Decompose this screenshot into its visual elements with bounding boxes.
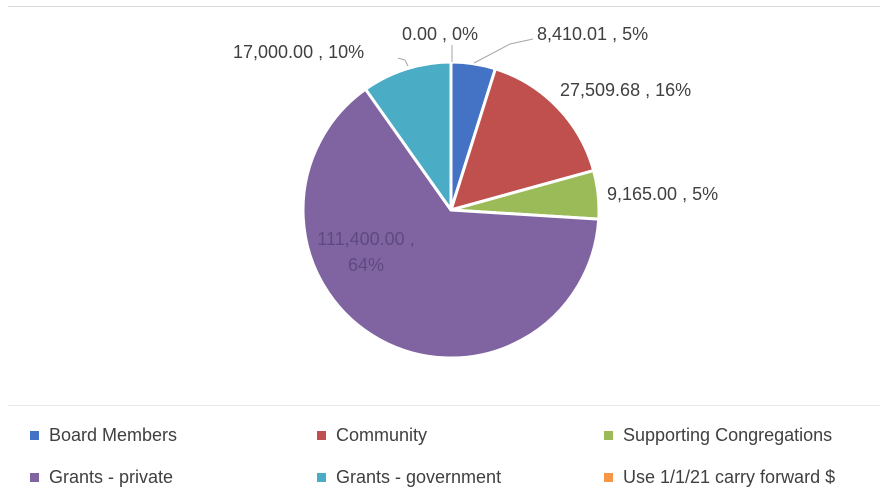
leader-line-5 [397, 57, 409, 67]
pie-slice-2 [449, 67, 596, 212]
legend-divider [8, 405, 880, 406]
data-label-5: 17,000.00 , 10% [233, 42, 364, 62]
data-label-1: 8,410.01 , 5% [537, 24, 648, 44]
data-label-6: 0.00 , 0% [402, 24, 478, 44]
data-label-4: 111,400.00 , 64% [317, 229, 414, 275]
data-label-2: 27,509.68 , 16% [560, 80, 691, 100]
data-label-3: 9,165.00 , 5% [607, 184, 718, 204]
leader-line-1 [473, 38, 534, 64]
pie-slice-4 [301, 87, 601, 360]
top-divider [8, 6, 880, 7]
pie-slice-5 [364, 60, 453, 212]
